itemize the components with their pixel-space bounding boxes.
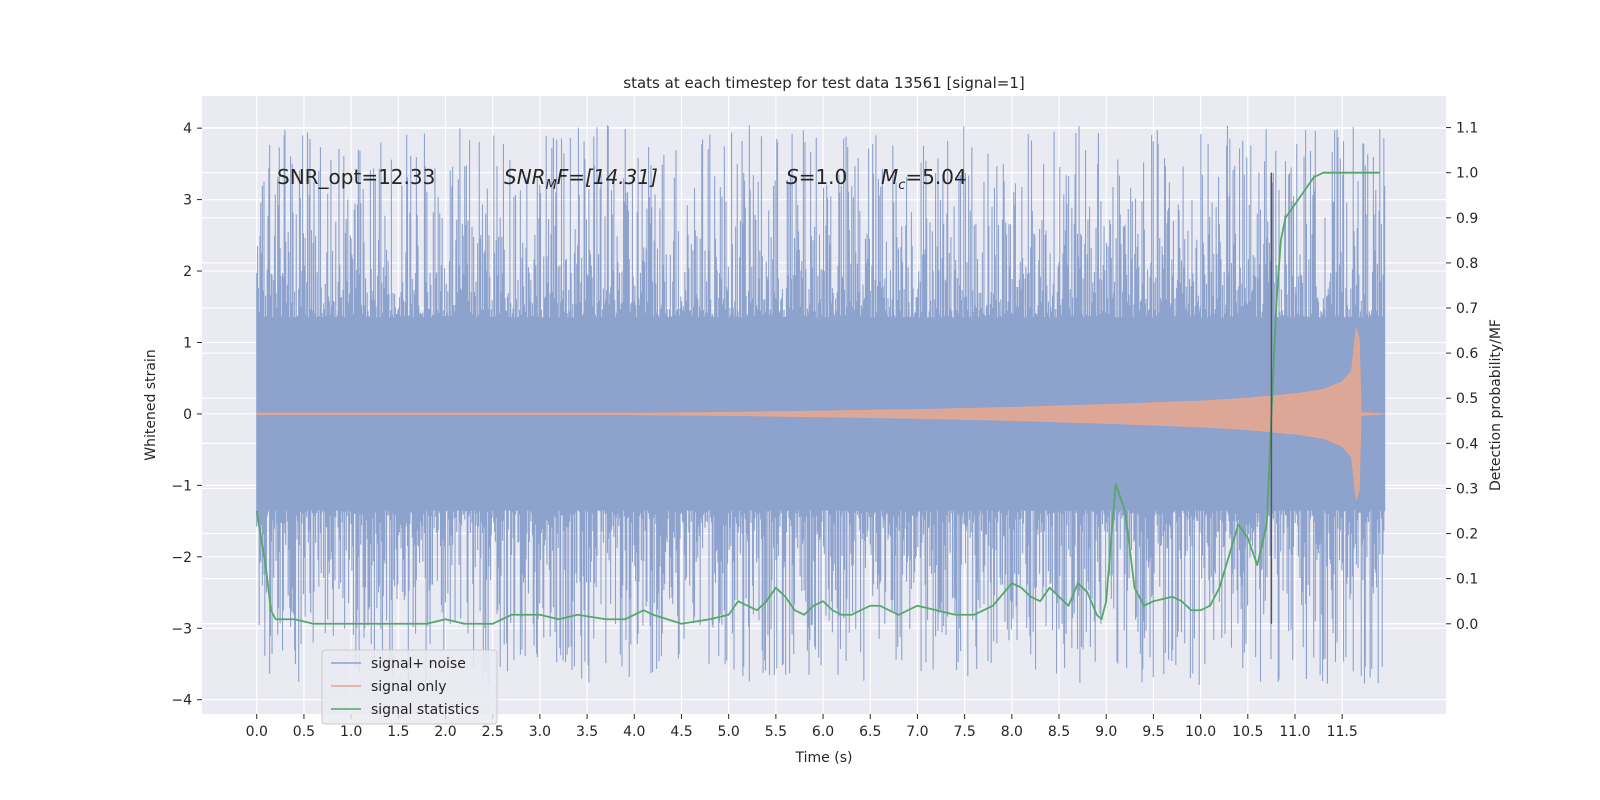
y-tick-label-right: 1.1 [1456, 121, 1478, 137]
annotation-snr-mf: SNRMF=[14.31] [504, 165, 658, 193]
annotation-s-symbol: S [786, 165, 799, 189]
annotation-snr-mf-value: F=[14.31] [557, 165, 658, 189]
y-tick-label-right: 0.7 [1456, 301, 1478, 317]
signal-statistics-line [255, 171, 1380, 625]
x-tick-label: 1.5 [387, 724, 409, 740]
y-tick-label-left: −2 [171, 550, 192, 566]
legend-label-signal-noise: signal+ noise [371, 656, 466, 672]
annotation-mc-value: =5.04 [905, 165, 966, 189]
legend-box [321, 649, 498, 725]
x-tick-label: 0.5 [293, 724, 315, 740]
signal-only-series [255, 328, 1385, 500]
x-tick-label: 8.5 [1048, 724, 1070, 740]
x-tick-label: 2.5 [482, 724, 504, 740]
chart-title: stats at each timestep for test data 135… [623, 74, 1024, 92]
y-tick-label-left: 1 [183, 335, 192, 351]
y-tick-label-right: 1.0 [1456, 166, 1478, 182]
x-tick-label: 4.5 [670, 724, 692, 740]
legend-label-signal-statistics: signal statistics [371, 702, 479, 718]
signal-only-envelope [255, 328, 1385, 500]
x-tick-label: 9.5 [1142, 724, 1164, 740]
y-tick-label-left: −1 [171, 478, 192, 494]
y-tick-label-right: 0.5 [1456, 391, 1478, 407]
y-tick-label-left: 4 [183, 121, 192, 137]
y-tick-label-right: 0.0 [1456, 617, 1478, 633]
signal-statistics-series [255, 171, 1380, 625]
y-axis-left: 4 3 2 1 0 −1 −2 −3 −4 [171, 121, 202, 709]
annotation-snr-opt: SNR_opt=12.33 [277, 165, 435, 189]
legend-label-signal-only: signal only [371, 679, 446, 695]
annotations: SNR_opt=12.33 SNRMF=[14.31] S=1.0 Mc=5.0… [277, 165, 967, 193]
x-tick-label: 4.0 [623, 724, 645, 740]
y-tick-label-right: 0.3 [1456, 481, 1478, 497]
x-tick-label: 3.5 [576, 724, 598, 740]
y-tick-label-right: 0.1 [1456, 572, 1478, 588]
x-axis-label: Time (s) [795, 750, 853, 766]
legend: signal+ noise signal only signal statist… [321, 649, 498, 725]
x-tick-label: 11.0 [1279, 724, 1310, 740]
x-tick-label: 2.0 [434, 724, 456, 740]
annotation-s: S=1.0 [786, 165, 847, 189]
x-tick-label: 5.0 [718, 724, 740, 740]
y-tick-label-left: 0 [183, 407, 192, 423]
y-tick-label-right: 0.4 [1456, 436, 1478, 452]
y-tick-label-right: 0.6 [1456, 346, 1478, 362]
y-axis-right: 1.1 1.0 0.9 0.8 0.7 0.6 0.5 0.4 0.3 0.2 0.1 0.0 [1446, 121, 1478, 633]
x-tick-label: 11.5 [1327, 724, 1358, 740]
x-tick-label: 10.0 [1185, 724, 1216, 740]
y-tick-label-right: 0.8 [1456, 256, 1478, 272]
annotation-snr-mf-subscript: M [546, 178, 557, 193]
x-tick-label: 8.0 [1001, 724, 1023, 740]
y-tick-label-right: 0.2 [1456, 527, 1478, 543]
annotation-mc: Mc=5.04 [881, 165, 967, 193]
x-tick-label: 3.0 [529, 724, 551, 740]
x-tick-label: 10.5 [1232, 724, 1263, 740]
y-axis-left-label: Whitened strain [143, 349, 159, 460]
annotation-s-value: =1.0 [799, 165, 848, 189]
x-tick-label: 9.0 [1095, 724, 1117, 740]
annotation-mc-subscript: c [898, 178, 905, 193]
x-tick-label: 6.5 [859, 724, 881, 740]
x-tick-label: 6.0 [812, 724, 834, 740]
x-tick-label: 7.0 [906, 724, 928, 740]
y-tick-label-left: −4 [171, 693, 192, 709]
x-axis: 0.0 0.5 1.0 1.5 2.0 2.5 3.0 3.5 4.0 4.5 5.0 5.5 6.0 6… [246, 714, 1358, 740]
x-tick-label: 1.0 [340, 724, 362, 740]
x-tick-label: 7.5 [954, 724, 976, 740]
y-tick-label-right: 0.9 [1456, 211, 1478, 227]
y-tick-label-left: −3 [171, 621, 192, 637]
y-tick-label-left: 3 [183, 193, 192, 209]
y-axis-right-label: Detection probability/MF [1488, 319, 1504, 491]
annotation-mc-symbol: M [881, 165, 898, 189]
x-tick-label: 0.0 [246, 724, 268, 740]
y-tick-label-left: 2 [183, 264, 192, 280]
x-tick-label: 5.5 [765, 724, 787, 740]
annotation-snr-mf-symbol: SNR [504, 165, 546, 189]
